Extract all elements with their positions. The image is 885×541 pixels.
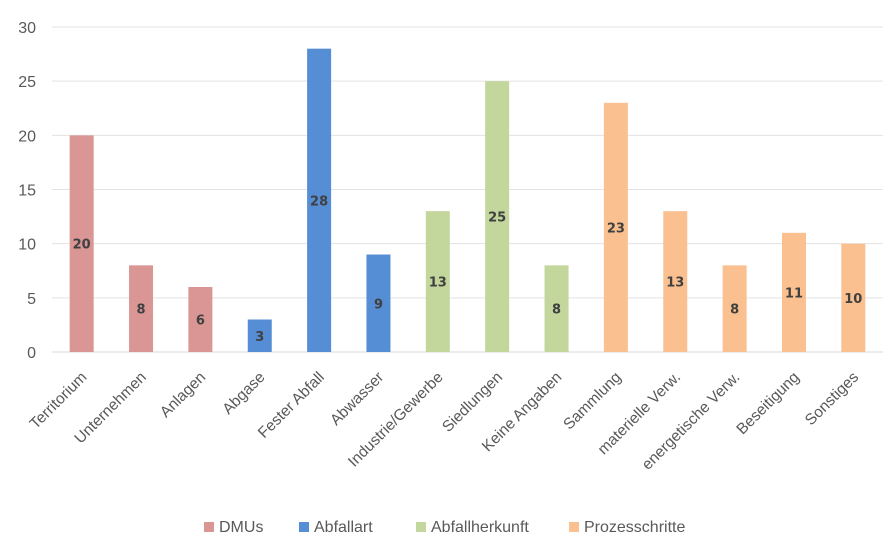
- y-axis-ticks: 0 5 10 15 20 25 30: [18, 20, 36, 362]
- category-label: Territorium: [27, 369, 91, 433]
- bar: [722, 265, 747, 352]
- bars: [69, 48, 866, 353]
- category-label: Anlagen: [157, 369, 209, 421]
- data-label: 6: [196, 314, 205, 329]
- data-label: 3: [255, 330, 264, 345]
- bar: [485, 81, 510, 353]
- legend-swatch: [416, 522, 426, 532]
- category-label: energetische Verw.: [639, 369, 744, 474]
- data-label: 20: [73, 238, 91, 253]
- category-label: Abwasser: [327, 369, 387, 429]
- y-tick-label: 5: [27, 291, 36, 308]
- legend-label: DMUs: [219, 519, 263, 536]
- data-label: 11: [785, 286, 803, 301]
- data-label: 8: [137, 303, 146, 318]
- category-label: Sammlung: [560, 369, 624, 433]
- data-label: 25: [488, 211, 506, 226]
- legend-swatch: [569, 522, 579, 532]
- data-label: 13: [429, 276, 447, 291]
- bar: [69, 135, 94, 352]
- bar: [603, 102, 628, 352]
- bar: [544, 265, 569, 352]
- bar: [841, 243, 866, 352]
- data-label: 13: [666, 276, 684, 291]
- data-label: 8: [552, 303, 561, 318]
- legend-swatch: [204, 522, 214, 532]
- data-label: 9: [374, 297, 383, 312]
- bar: [247, 319, 272, 352]
- y-tick-label: 10: [18, 237, 36, 254]
- bar: [425, 211, 450, 352]
- legend: DMUs Abfallart Abfallherkunft Prozesschritt…: [204, 519, 685, 536]
- legend-swatch: [299, 522, 309, 532]
- y-tick-label: 15: [18, 183, 36, 200]
- bar: [366, 254, 391, 352]
- data-labels: 20 8 6 3 28 9 13 25 8 23 13 8 11 10: [73, 194, 863, 344]
- y-tick-label: 20: [18, 128, 36, 145]
- data-label: 10: [844, 292, 862, 307]
- data-label: 8: [730, 303, 739, 318]
- bar: [129, 265, 154, 352]
- y-tick-label: 0: [27, 345, 36, 362]
- gridlines: [52, 26, 883, 353]
- legend-label: Abfallherkunft: [431, 519, 529, 536]
- legend-label: Prozesschritte: [584, 519, 685, 536]
- bar: [307, 48, 332, 353]
- data-label: 23: [607, 221, 625, 236]
- data-label: 28: [310, 194, 328, 209]
- legend-label: Abfallart: [314, 519, 373, 536]
- category-label: Beseitigung: [733, 369, 802, 438]
- y-tick-label: 30: [18, 20, 36, 37]
- bar: [188, 287, 213, 352]
- bar: [663, 211, 688, 352]
- category-label: Abgase: [219, 369, 268, 418]
- bar: [781, 232, 806, 352]
- category-label: Sonstiges: [802, 369, 862, 429]
- y-tick-label: 25: [18, 74, 36, 91]
